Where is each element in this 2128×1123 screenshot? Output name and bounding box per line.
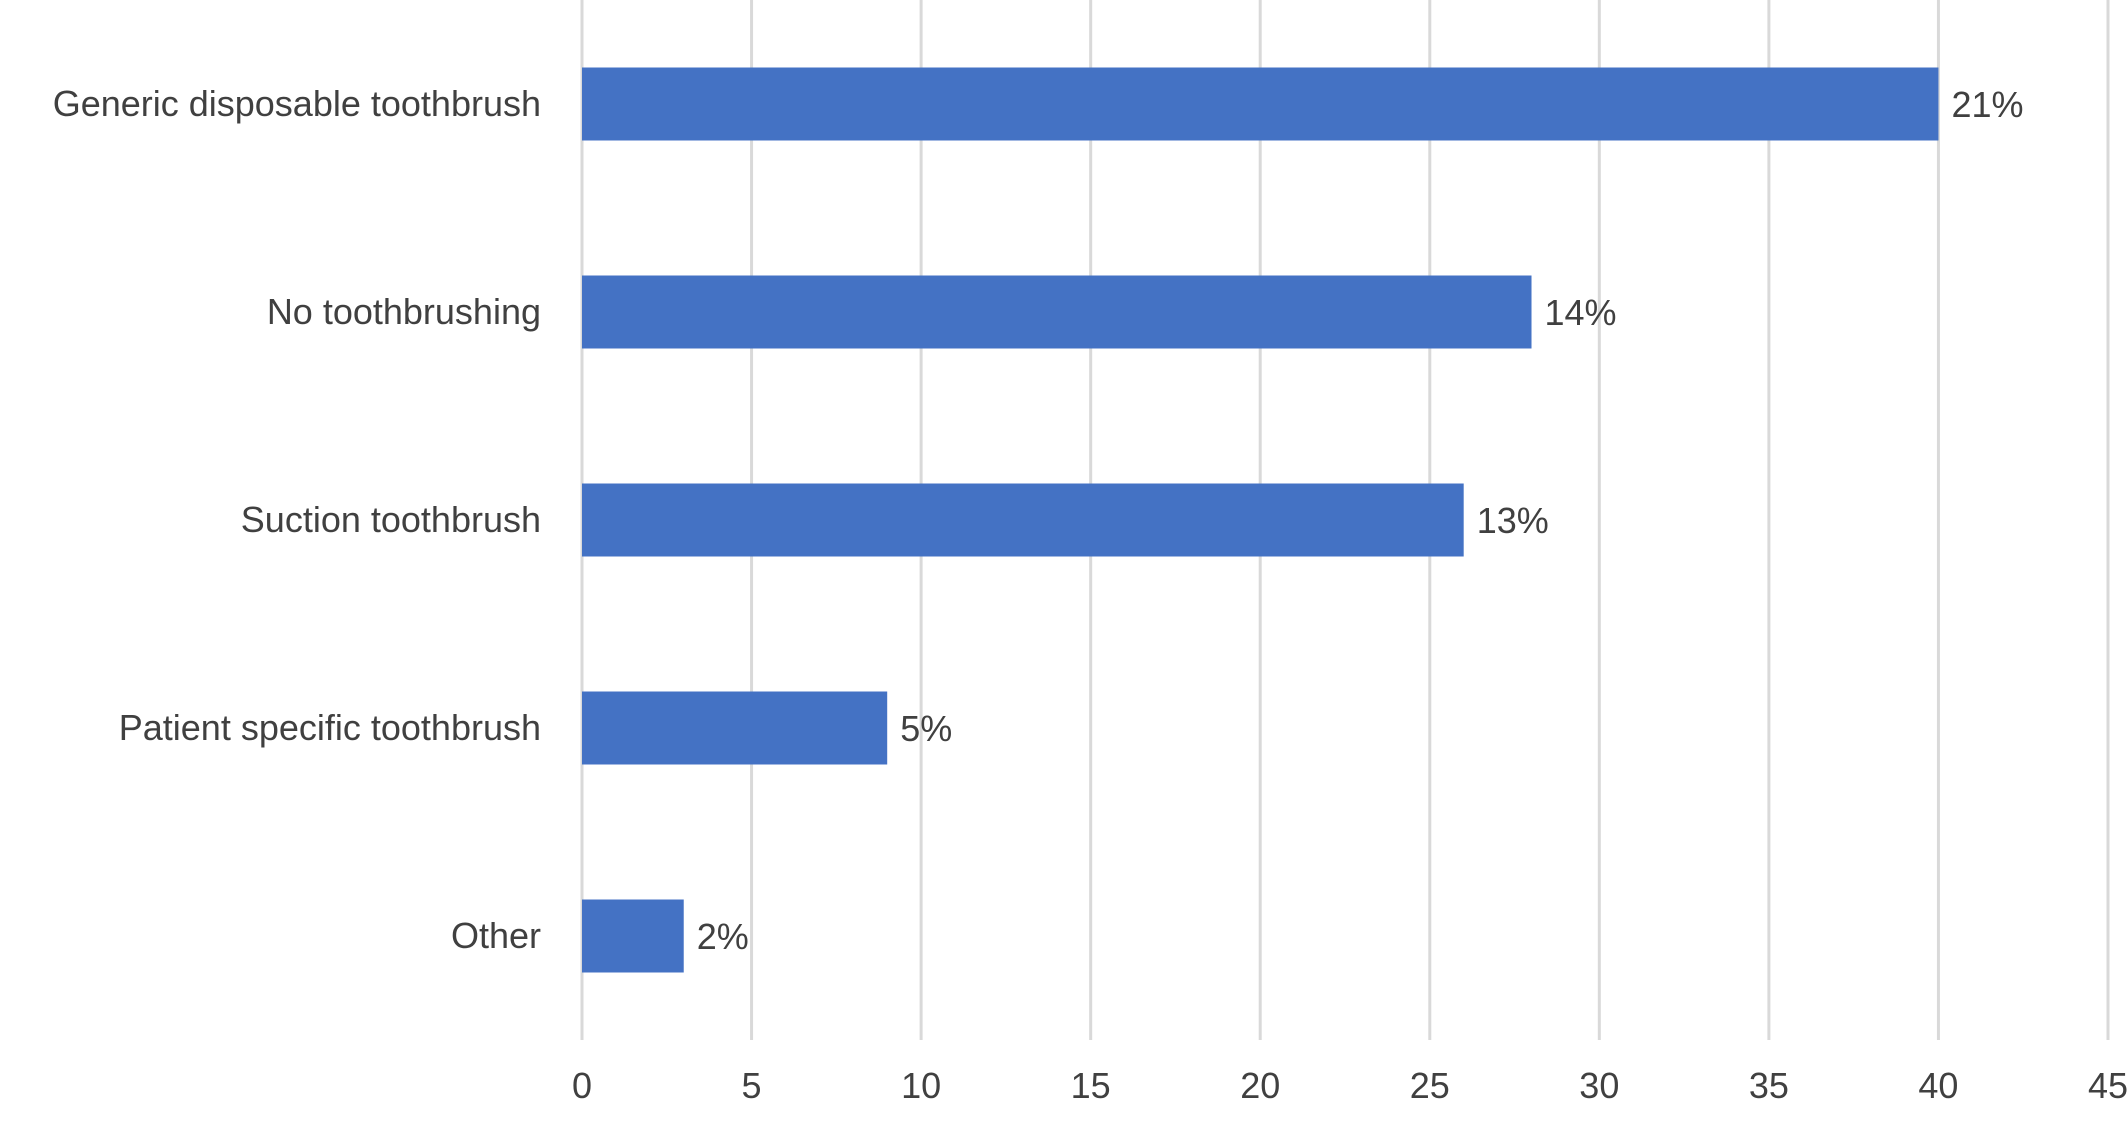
x-axis-tick-labels: 0 5 10 15 20 25 30 35 40 45	[572, 1065, 2128, 1106]
x-tick-label: 0	[572, 1065, 592, 1106]
data-labels: 21% 14% 13% 5% 2%	[697, 84, 2024, 957]
category-label: Patient specific toothbrush	[119, 707, 541, 748]
x-tick-label: 20	[1240, 1065, 1280, 1106]
bar	[582, 691, 888, 765]
category-label: No toothbrushing	[267, 291, 541, 332]
x-tick-label: 30	[1579, 1065, 1619, 1106]
data-label: 2%	[697, 916, 749, 957]
x-tick-label: 35	[1749, 1065, 1789, 1106]
category-label: Generic disposable toothbrush	[53, 83, 541, 124]
x-tick-label: 10	[901, 1065, 941, 1106]
x-tick-label: 45	[2088, 1065, 2128, 1106]
category-label: Other	[451, 915, 541, 956]
data-label: 14%	[1545, 292, 1617, 333]
x-tick-label: 40	[1918, 1065, 1958, 1106]
bar	[582, 67, 1939, 141]
data-label: 5%	[900, 708, 952, 749]
x-tick-label: 25	[1410, 1065, 1450, 1106]
data-label: 21%	[1951, 84, 2023, 125]
category-labels: Generic disposable toothbrush No toothbru…	[53, 83, 541, 956]
bar	[582, 483, 1464, 557]
category-label: Suction toothbrush	[241, 499, 541, 540]
bars	[582, 67, 1939, 973]
x-tick-label: 5	[742, 1065, 762, 1106]
bar	[582, 275, 1532, 349]
bar	[582, 899, 684, 973]
x-tick-label: 15	[1071, 1065, 1111, 1106]
data-label: 13%	[1477, 500, 1549, 541]
